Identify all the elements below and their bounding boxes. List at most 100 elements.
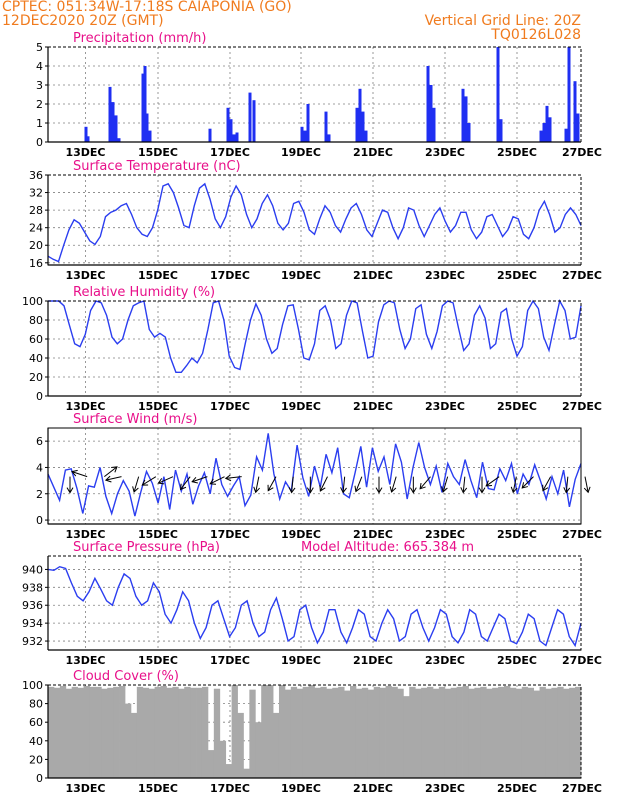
precip-bar [248, 92, 252, 142]
x-tick-label: 23DEC [425, 654, 465, 667]
cloud-bar [385, 685, 392, 778]
y-tick-label: 80 [29, 698, 43, 711]
y-tick-label: 5 [36, 41, 43, 54]
wind-arrow [253, 476, 260, 494]
x-tick-label: 15DEC [138, 528, 178, 541]
x-tick-label: 23DEC [425, 146, 465, 159]
temp-line [47, 182, 582, 263]
wind-arrow [460, 476, 468, 494]
cloud-bar [569, 687, 576, 778]
x-tick-label: 27DEC [562, 269, 602, 282]
cloud-bar [450, 687, 458, 778]
x-tick-label: 23DEC [425, 528, 465, 541]
x-tick-label: 19DEC [281, 528, 321, 541]
temp-panel: Surface Temperature (nC) 16 20 24 28 32 36 13DE… [29, 159, 602, 282]
precip-bar [548, 117, 552, 142]
precip-bar [499, 119, 503, 142]
cloud-panel: Cloud Cover (%) 0 20 40 60 80 100 13DEC 15DEC 17D… [22, 669, 602, 795]
rh-title: Relative Humidity (%) [73, 285, 215, 300]
y-tick-label: 1 [36, 117, 43, 130]
header-grid-line: Vertical Grid Line: 20Z [425, 13, 581, 29]
cloud-bar [438, 686, 446, 778]
wind-arrow [409, 476, 417, 494]
cloud-bar [290, 686, 298, 778]
panels: Precipitation (mm/h) 0 1 2 3 4 5 13DEC 15DEC 17DE… [22, 31, 602, 795]
wind-arrow [441, 476, 449, 493]
cloud-bar [397, 688, 404, 778]
precip-bar [229, 119, 233, 142]
pres-line [47, 565, 582, 648]
cloud-bar [136, 686, 144, 778]
x-tick-label: 25DEC [497, 400, 537, 413]
cloud-bar [190, 687, 197, 778]
cloud-bar [409, 686, 416, 778]
wind-arrow [288, 476, 296, 494]
x-tick-label: 19DEC [281, 654, 321, 667]
x-tick-label: 23DEC [425, 782, 465, 795]
cloud-bar [498, 686, 505, 778]
x-tick-label: 27DEC [562, 400, 602, 413]
cloud-bar [296, 688, 304, 778]
cloud-bar [456, 686, 463, 778]
x-tick-label: 15DEC [138, 146, 178, 159]
y-tick-label: 20 [29, 239, 43, 252]
rh-panel: Relative Humidity (%) 0 20 40 60 80 100 13DEC 15… [22, 285, 602, 413]
cloud-bar [243, 768, 250, 778]
cloud-bar [539, 686, 546, 778]
precip-bar [361, 111, 365, 142]
cloud-bar [59, 685, 67, 778]
cloud-bar [373, 686, 381, 778]
cloud-bar [201, 686, 209, 778]
cloud-bar [225, 764, 232, 778]
precip-bar [145, 113, 149, 142]
precip-bar [208, 128, 212, 142]
precip-bar [355, 107, 359, 142]
precip-bar [573, 81, 577, 142]
y-tick-label: 932 [22, 635, 43, 648]
wind-arrow [141, 476, 157, 486]
x-tick-label: 13DEC [65, 269, 105, 282]
wind-arrow [209, 476, 225, 485]
y-tick-label: 0 [36, 772, 43, 785]
cloud-bar [391, 686, 398, 778]
y-tick-label: 940 [22, 563, 43, 576]
x-tick-label: 27DEC [562, 654, 602, 667]
precip-bar [496, 47, 500, 142]
x-tick-label: 19DEC [281, 146, 321, 159]
x-tick-label: 27DEC [562, 782, 602, 795]
cloud-bar [486, 688, 493, 778]
x-tick-label: 21DEC [353, 782, 393, 795]
cloud-bar [557, 686, 564, 778]
wind-arrow [104, 466, 118, 478]
wind-arrow [71, 469, 88, 478]
y-tick-label: 4 [36, 461, 43, 474]
rh-frame [47, 300, 582, 397]
wind-arrow [66, 476, 74, 494]
cloud-bar [350, 685, 357, 778]
cloud-bar [332, 687, 339, 778]
y-tick-label: 100 [22, 295, 43, 308]
precip-bar [84, 126, 88, 142]
wind-arrow [157, 476, 174, 485]
precip-bar [564, 128, 568, 142]
wind-arrow [521, 476, 534, 489]
cloud-bar [113, 686, 120, 778]
x-tick-label: 17DEC [210, 146, 250, 159]
cloud-bar [89, 686, 96, 778]
cloud-bar [326, 688, 333, 778]
y-tick-label: 16 [29, 257, 43, 270]
x-tick-label: 21DEC [353, 528, 393, 541]
precip-bar [467, 123, 471, 142]
y-tick-label: 2 [36, 98, 43, 111]
y-tick-label: 40 [29, 352, 43, 365]
precip-bar [364, 130, 368, 142]
y-tick-label: 24 [29, 222, 43, 235]
y-tick-label: 3 [36, 79, 43, 92]
x-tick-label: 13DEC [65, 528, 105, 541]
x-tick-label: 19DEC [281, 400, 321, 413]
y-tick-label: 4 [36, 60, 43, 73]
precip-bar [358, 88, 362, 142]
precip-bar [426, 66, 430, 142]
y-tick-label: 32 [29, 187, 43, 200]
x-tick-label: 19DEC [281, 269, 321, 282]
